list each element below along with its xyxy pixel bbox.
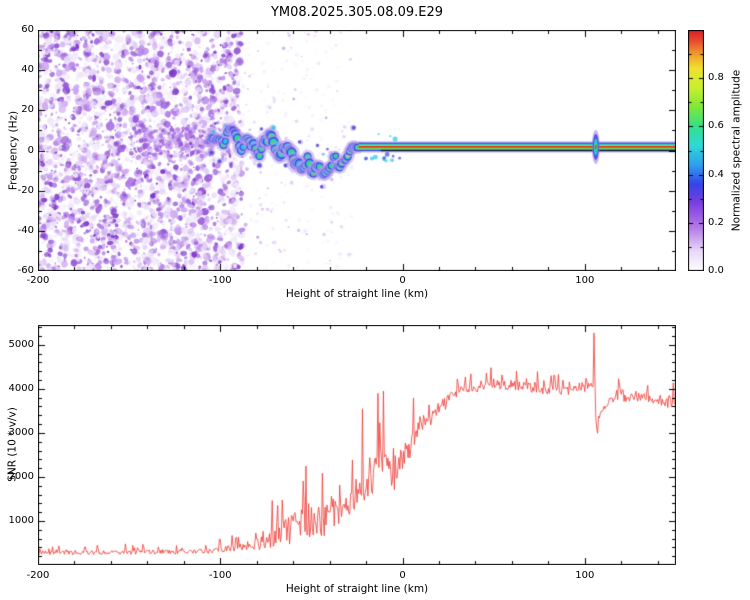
- spec-x-tick-label: -100: [208, 275, 232, 286]
- snr-y-tick-label: 5000: [8, 338, 34, 350]
- spec-y-tick-label: 40: [21, 64, 34, 76]
- colorbar-tick-label: 0.4: [708, 168, 724, 180]
- colorbar-tick-label: 0.6: [708, 120, 724, 132]
- spec-x-tick-label: 0: [399, 275, 406, 286]
- snr-x-tick-label: 0: [399, 570, 406, 581]
- snr-x-tick-label: -100: [208, 570, 232, 581]
- spec-y-tick-label: 60: [21, 24, 34, 35]
- spec-xaxis-title: Height of straight line (km): [285, 288, 429, 300]
- snr-x-tick-label: -200: [26, 570, 50, 581]
- snr-y-tick-label: 4000: [8, 382, 34, 394]
- snr-yaxis-title: SNR (10 * v/v): [6, 407, 19, 482]
- spectrogram-canvas: [38, 30, 676, 271]
- spec-y-tick-label: 20: [21, 104, 34, 116]
- spec-x-tick-label: 100: [575, 275, 595, 286]
- spec-y-tick-label: 0: [27, 144, 34, 156]
- figure-title: YM08.2025.305.08.09.E29: [270, 5, 444, 20]
- colorbar-tick-label: 0.2: [708, 216, 724, 228]
- snr-y-tick-label: 1000: [8, 514, 34, 526]
- snr-canvas: [38, 325, 676, 565]
- snr-x-tick-label: 100: [575, 570, 595, 581]
- spec-y-tick-label: -20: [17, 184, 34, 196]
- colorbar-tick-label: 0.0: [708, 265, 724, 276]
- colorbar-canvas: [688, 30, 704, 271]
- spec-y-tick-label: -60: [17, 265, 34, 276]
- colorbar-tick-label: 0.8: [708, 72, 724, 84]
- spec-x-tick-label: -200: [26, 275, 50, 286]
- snr-xaxis-title: Height of straight line (km): [285, 583, 429, 595]
- colorbar-title: Normalized spectral amplitude: [730, 69, 743, 232]
- spec-y-tick-label: -40: [17, 224, 34, 236]
- snr-y-tick-label: 2000: [8, 470, 34, 482]
- snr-y-tick-label: 3000: [8, 426, 34, 438]
